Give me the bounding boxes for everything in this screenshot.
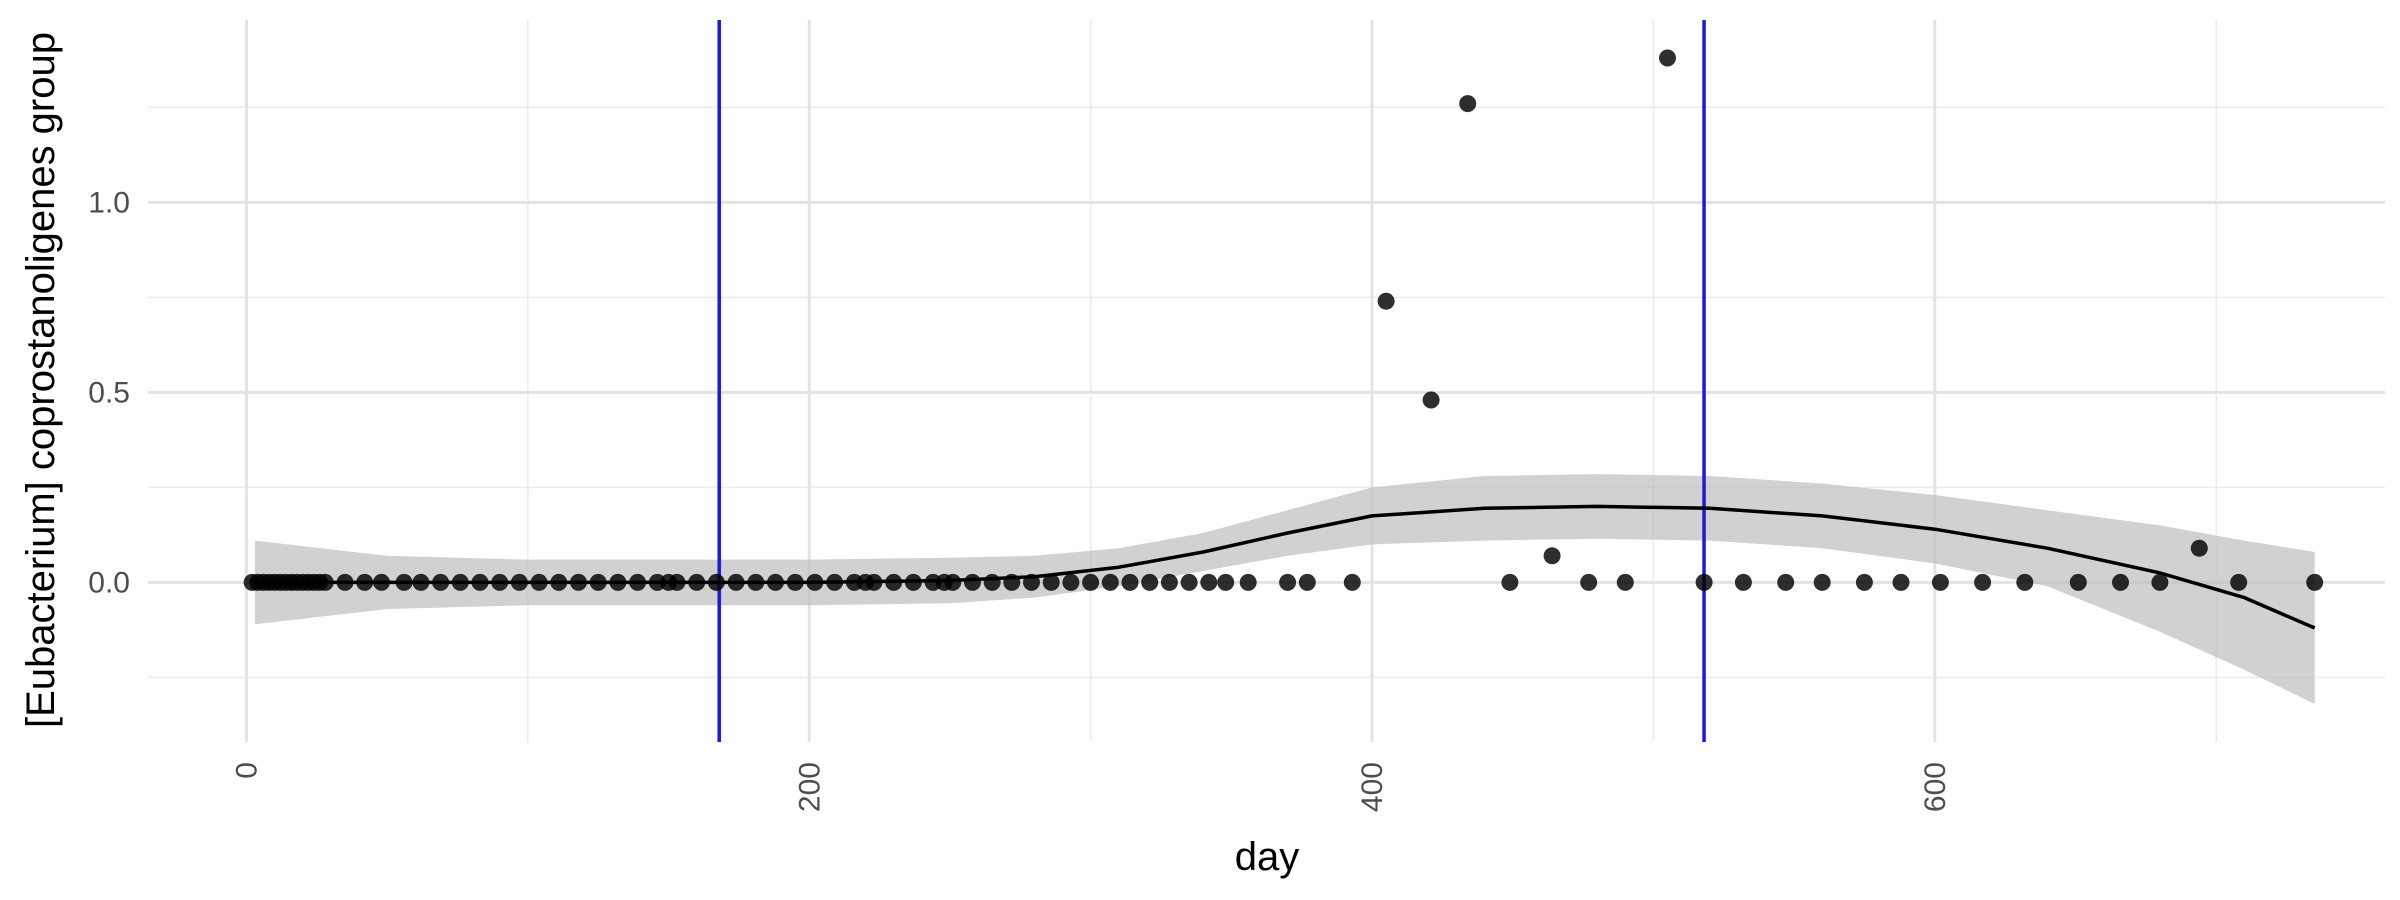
data-point [1377,292,1395,310]
vertical-reference-lines [717,20,1706,742]
data-point [1931,573,1949,591]
data-point [1543,547,1561,565]
data-point [944,573,962,591]
data-point [1200,573,1218,591]
data-point [2306,573,2324,591]
data-point [1734,573,1752,591]
data-point [2112,573,2129,591]
data-point [1695,573,1713,591]
data-point [2190,539,2208,557]
x-tick-label: 400 [1356,762,1389,812]
data-point [1042,573,1060,591]
y-tick-label: 0.5 [88,376,130,409]
data-point [2230,573,2248,591]
data-point [964,573,981,591]
data-point [1101,573,1119,591]
y-tick-label: 0.0 [88,566,130,599]
x-tick-label: 0 [230,762,263,779]
data-point [1217,573,1235,591]
data-point [1777,573,1795,591]
minor-grid [148,20,2385,742]
data-point [2069,573,2087,591]
data-point [1974,573,1992,591]
data-point [1855,573,1873,591]
confidence-ribbon-layer [254,474,2315,704]
x-axis-title: day [1235,835,1300,879]
x-tick-label: 200 [793,762,826,812]
data-point [1239,573,1257,591]
data-point [2016,573,2034,591]
major-grid [148,20,2385,742]
data-point [1343,573,1361,591]
data-point [1459,95,1477,113]
data-point [1616,573,1634,591]
data-points [243,49,2324,591]
data-point [983,573,1001,591]
y-axis-title: [Eubacterium] coprostanoligenes group [19,32,63,728]
data-point [1298,573,1316,591]
data-point [1279,573,1297,591]
smooth-curve-layer [254,504,2316,630]
data-point [1121,573,1139,591]
data-point [1141,573,1159,591]
data-point [1501,573,1519,591]
data-point [1180,573,1198,591]
x-tick-labels: 0 200 400 600 [230,762,1951,812]
data-point [1580,573,1598,591]
data-point [2151,573,2169,591]
data-point [1892,573,1910,591]
data-point [1659,49,1676,67]
smooth-curve [254,504,2316,630]
data-point [1082,573,1100,591]
data-point [1062,573,1080,591]
confidence-ribbon [254,474,2315,704]
y-tick-label: 1.0 [88,186,130,219]
data-point [1422,391,1440,409]
data-point [1160,573,1178,591]
y-tick-labels: 0.0 0.5 1.0 [88,186,130,599]
x-tick-label: 600 [1919,762,1952,812]
data-point [1813,573,1831,591]
